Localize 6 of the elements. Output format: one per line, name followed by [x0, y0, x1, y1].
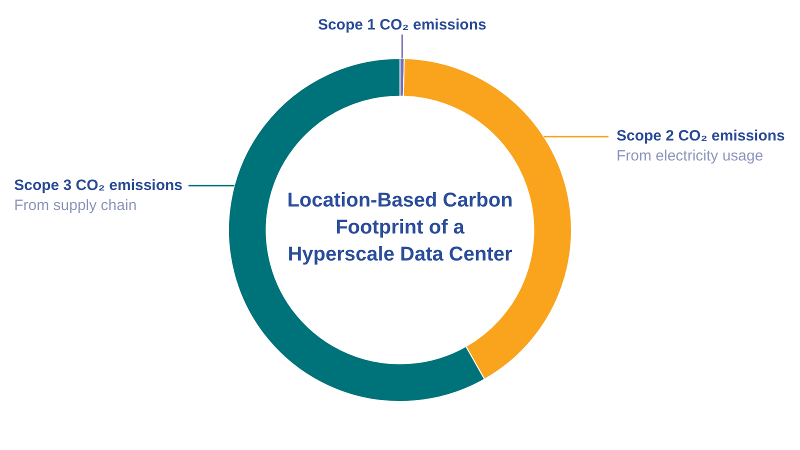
slice-label: Scope 1 CO₂ emissions [318, 16, 486, 34]
slice-label: Scope 2 CO₂ emissions [616, 128, 785, 145]
slice-label: Scope 3 CO₂ emissions [14, 176, 183, 194]
text: Location-Based Carbon Footprint of a Hyperscale Data Center [286, 188, 514, 268]
text: From supply chain [14, 196, 137, 214]
text: From electricity usage [616, 148, 764, 165]
